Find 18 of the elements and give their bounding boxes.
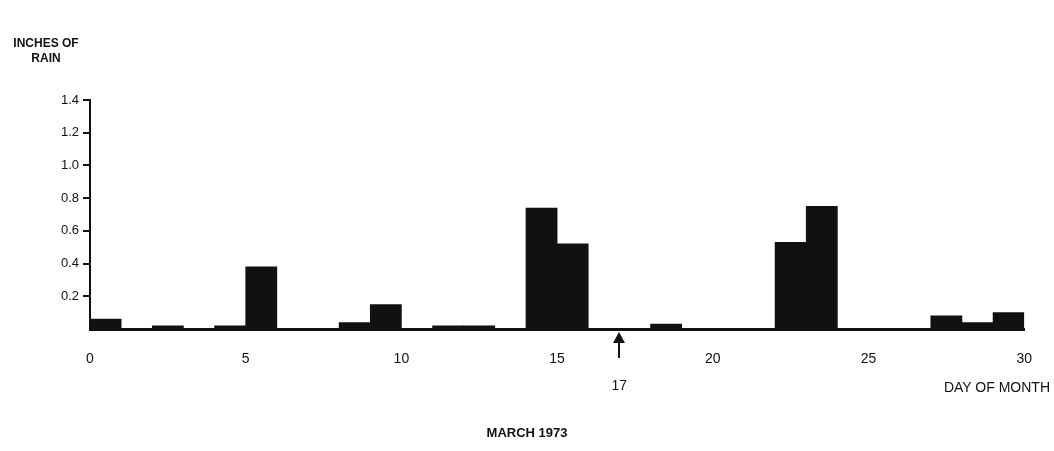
x-tick-label: 15 (549, 350, 566, 367)
y-tick-label: 1.4 (60, 91, 79, 107)
text: MARCH 1973 (486, 425, 568, 440)
x-tick-label: 20 (705, 350, 721, 367)
x-tick-label: 25 (860, 350, 877, 367)
x-tick-label: 5 (241, 350, 250, 367)
y-tick-label: 1.0 (60, 157, 79, 173)
y-axis-title: INCHES OF RAIN (12, 36, 80, 66)
y-tick-label: 1.2 (60, 124, 79, 140)
x-tick-label: 0 (86, 350, 95, 367)
x-tick-label: 30 (1016, 350, 1033, 367)
y-tick-label: 0.2 (60, 287, 79, 303)
x-tick-label: 10 (393, 350, 410, 367)
x-axis-title: DAY OF MONTH (943, 379, 1050, 395)
text: 17 (611, 377, 627, 393)
y-tick-label: 0.8 (60, 189, 79, 205)
y-tick-label: 0.4 (60, 255, 79, 271)
y-tick-label: 0.6 (60, 222, 79, 238)
